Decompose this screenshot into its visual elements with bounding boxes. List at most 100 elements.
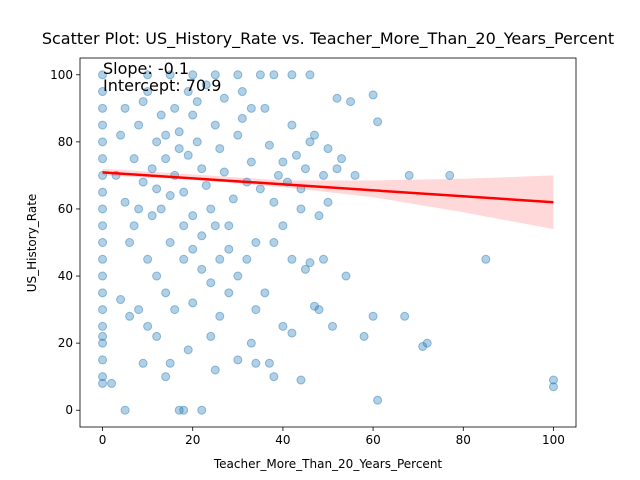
point: [179, 187, 189, 197]
point: [206, 331, 216, 341]
point: [224, 244, 234, 254]
point: [170, 305, 180, 315]
point: [152, 331, 162, 341]
point: [246, 157, 256, 167]
point: [183, 345, 193, 355]
point: [161, 130, 171, 140]
annotation: Slope: -0.1: [103, 59, 189, 78]
point: [246, 103, 256, 113]
point: [548, 382, 558, 392]
point: [98, 137, 108, 147]
point: [98, 305, 108, 315]
x-tick-label: 60: [365, 433, 380, 447]
point: [264, 358, 274, 368]
point: [183, 87, 193, 97]
point: [346, 97, 356, 107]
point: [233, 70, 243, 80]
point: [120, 405, 130, 415]
point: [318, 170, 328, 180]
point: [273, 170, 283, 180]
point: [242, 254, 252, 264]
point: [98, 355, 108, 365]
point: [237, 87, 247, 97]
point: [183, 150, 193, 160]
point: [143, 70, 153, 80]
point: [404, 170, 414, 180]
point: [174, 405, 184, 415]
point: [373, 395, 383, 405]
point: [337, 154, 347, 164]
point: [269, 372, 279, 382]
point: [264, 140, 274, 150]
point: [215, 311, 225, 321]
point: [332, 164, 342, 174]
point: [251, 358, 261, 368]
point: [179, 221, 189, 231]
point: [323, 144, 333, 154]
point: [98, 321, 108, 331]
point: [147, 164, 157, 174]
point: [300, 264, 310, 274]
x-tick-label: 20: [185, 433, 200, 447]
point: [368, 90, 378, 100]
point: [161, 288, 171, 298]
x-tick-label: 0: [99, 433, 107, 447]
point: [161, 154, 171, 164]
point: [98, 288, 108, 298]
y-tick-label: 80: [58, 135, 73, 149]
point: [201, 80, 211, 90]
point: [300, 164, 310, 174]
point: [188, 244, 198, 254]
regression-line: [102, 171, 554, 204]
point: [287, 70, 297, 80]
point: [134, 204, 144, 214]
point: [269, 238, 279, 247]
point: [98, 238, 108, 247]
point: [314, 211, 324, 221]
point: [210, 70, 220, 80]
point: [287, 328, 297, 338]
point: [174, 127, 184, 137]
y-tick-label: 20: [58, 336, 73, 350]
point: [197, 264, 207, 274]
point: [116, 130, 126, 140]
point: [287, 254, 297, 264]
point: [201, 180, 211, 190]
point: [165, 238, 175, 247]
point: [134, 305, 144, 315]
point: [305, 137, 315, 147]
point: [129, 221, 139, 231]
point: [134, 120, 144, 130]
y-tick-label: 40: [58, 269, 73, 283]
point: [98, 120, 108, 130]
point: [138, 97, 148, 107]
point: [233, 271, 243, 281]
point: [188, 298, 198, 308]
point: [278, 157, 288, 167]
point: [174, 144, 184, 154]
point: [296, 204, 306, 214]
point: [98, 338, 108, 348]
point: [152, 137, 162, 147]
point: [341, 271, 351, 281]
point: [143, 321, 153, 331]
y-tick-label: 100: [50, 68, 73, 82]
point: [291, 150, 301, 160]
point: [192, 137, 202, 147]
point: [165, 191, 175, 201]
point: [98, 87, 108, 97]
point: [120, 103, 130, 113]
point: [192, 97, 202, 107]
point: [219, 93, 229, 103]
point: [125, 238, 135, 247]
point: [215, 144, 225, 154]
point: [318, 254, 328, 264]
point: [98, 103, 108, 113]
y-tick-label: 0: [65, 403, 73, 417]
point: [98, 331, 108, 341]
point: [251, 238, 261, 247]
point: [98, 221, 108, 231]
point: [197, 164, 207, 174]
plot-frame: [79, 57, 577, 428]
point: [260, 103, 270, 113]
